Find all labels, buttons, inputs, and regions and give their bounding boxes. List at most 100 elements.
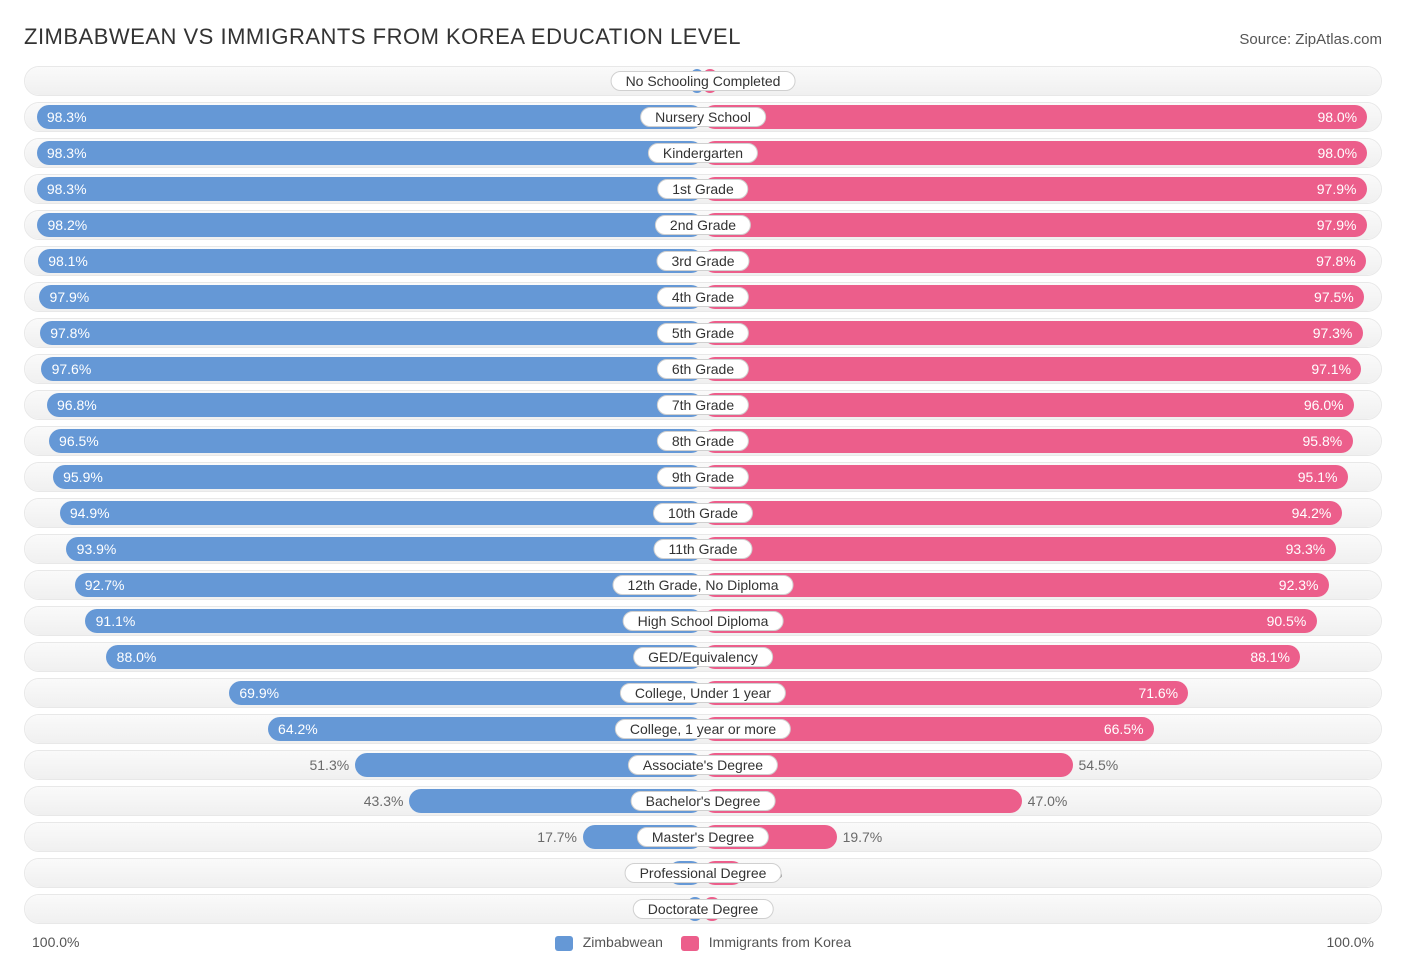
value-right: 98.0%	[1317, 109, 1357, 125]
category-label: Bachelor's Degree	[631, 791, 776, 811]
bar-left	[49, 429, 703, 453]
value-right: 97.9%	[1317, 181, 1357, 197]
value-right: 94.2%	[1292, 505, 1332, 521]
category-label: Professional Degree	[625, 863, 782, 883]
bar-left	[41, 357, 703, 381]
chart-row: 98.3%98.0%Nursery School	[24, 102, 1382, 132]
category-label: 12th Grade, No Diploma	[613, 575, 794, 595]
value-left: 98.1%	[48, 253, 88, 269]
value-right: 47.0%	[1028, 793, 1068, 809]
value-left: 69.9%	[239, 685, 279, 701]
bar-left	[37, 177, 703, 201]
category-label: Master's Degree	[637, 827, 769, 847]
axis-left-label: 100.0%	[32, 934, 79, 950]
chart-row: 51.3% 54.5% Associate's Degree	[24, 750, 1382, 780]
value-right: 19.7%	[843, 829, 883, 845]
chart-source: Source: ZipAtlas.com	[1239, 31, 1382, 48]
chart-row: 97.8% 97.3% 5th Grade	[24, 318, 1382, 348]
legend-label-left: Zimbabwean	[583, 934, 663, 950]
bar-left	[37, 141, 703, 165]
bar-right	[703, 537, 1336, 561]
chart-row: 43.3% 47.0% Bachelor's Degree	[24, 786, 1382, 816]
chart-row: 98.3%98.0%Kindergarten	[24, 138, 1382, 168]
value-left: 17.7%	[537, 829, 577, 845]
bar-right	[703, 357, 1361, 381]
category-label: 9th Grade	[657, 467, 749, 487]
category-label: 6th Grade	[657, 359, 749, 379]
category-label: Nursery School	[640, 107, 766, 127]
legend-swatch-right	[681, 936, 699, 951]
chart-header: ZIMBABWEAN VS IMMIGRANTS FROM KOREA EDUC…	[24, 24, 1382, 50]
chart-title: ZIMBABWEAN VS IMMIGRANTS FROM KOREA EDUC…	[24, 24, 741, 50]
bar-left	[38, 249, 703, 273]
value-right: 71.6%	[1138, 685, 1178, 701]
value-right: 97.8%	[1316, 253, 1356, 269]
bar-right	[703, 465, 1348, 489]
source-label: Source:	[1239, 31, 1291, 48]
value-right: 97.3%	[1313, 325, 1353, 341]
chart-row: 97.9%97.5%4th Grade	[24, 282, 1382, 312]
bar-right	[703, 645, 1300, 669]
chart-row: 2.3%2.6%Doctorate Degree	[24, 894, 1382, 924]
value-right: 96.0%	[1304, 397, 1344, 413]
chart-row: 93.9%93.3%11th Grade	[24, 534, 1382, 564]
category-label: 3rd Grade	[656, 251, 749, 271]
category-label: No Schooling Completed	[611, 71, 796, 91]
bar-left	[53, 465, 703, 489]
chart-row: 98.1% 97.8% 3rd Grade	[24, 246, 1382, 276]
value-left: 64.2%	[278, 721, 318, 737]
bar-right	[703, 105, 1367, 129]
chart-row: 98.3%97.9%1st Grade	[24, 174, 1382, 204]
value-left: 94.9%	[70, 505, 110, 521]
bar-right	[703, 285, 1364, 309]
legend-label-right: Immigrants from Korea	[709, 934, 851, 950]
chart-row: 91.1%90.5%High School Diploma	[24, 606, 1382, 636]
value-right: 95.8%	[1303, 433, 1343, 449]
bar-left	[37, 213, 703, 237]
bar-right	[703, 573, 1329, 597]
source-name: ZipAtlas.com	[1295, 31, 1382, 48]
chart-row: 69.9% 71.6% College, Under 1 year	[24, 678, 1382, 708]
value-left: 97.8%	[50, 325, 90, 341]
value-right: 97.5%	[1314, 289, 1354, 305]
bar-right	[703, 249, 1366, 273]
category-label: 10th Grade	[653, 503, 753, 523]
category-label: 1st Grade	[657, 179, 748, 199]
diverging-bar-chart: 1.7%2.0%No Schooling Completed 98.3%98.0%…	[24, 66, 1382, 924]
bar-left	[40, 321, 703, 345]
bar-right	[703, 141, 1367, 165]
value-left: 96.5%	[59, 433, 99, 449]
bar-left	[85, 609, 703, 633]
category-label: Associate's Degree	[628, 755, 778, 775]
chart-row: 97.6% 97.1% 6th Grade	[24, 354, 1382, 384]
value-right: 54.5%	[1079, 757, 1119, 773]
value-left: 96.8%	[57, 397, 97, 413]
category-label: High School Diploma	[623, 611, 784, 631]
value-left: 43.3%	[364, 793, 404, 809]
value-left: 98.2%	[48, 217, 88, 233]
legend-swatch-left	[555, 936, 573, 951]
bar-left	[66, 537, 703, 561]
value-right: 97.1%	[1311, 361, 1351, 377]
bar-left	[47, 393, 703, 417]
category-label: 5th Grade	[657, 323, 749, 343]
chart-row: 96.5% 95.8% 8th Grade	[24, 426, 1382, 456]
legend-item-right: Immigrants from Korea	[681, 934, 851, 951]
value-left: 97.6%	[52, 361, 92, 377]
value-left: 51.3%	[309, 757, 349, 773]
bar-left	[60, 501, 703, 525]
bar-left	[75, 573, 704, 597]
bar-right	[703, 429, 1353, 453]
bar-left	[37, 105, 703, 129]
bar-right	[703, 321, 1363, 345]
value-right: 97.9%	[1317, 217, 1357, 233]
category-label: 8th Grade	[657, 431, 749, 451]
category-label: College, Under 1 year	[620, 683, 786, 703]
chart-row: 1.7%2.0%No Schooling Completed	[24, 66, 1382, 96]
value-right: 98.0%	[1317, 145, 1357, 161]
value-left: 93.9%	[77, 541, 117, 557]
chart-row: 17.7% 19.7% Master's Degree	[24, 822, 1382, 852]
bar-right	[703, 501, 1342, 525]
value-right: 66.5%	[1104, 721, 1144, 737]
chart-legend: Zimbabwean Immigrants from Korea	[555, 934, 851, 951]
